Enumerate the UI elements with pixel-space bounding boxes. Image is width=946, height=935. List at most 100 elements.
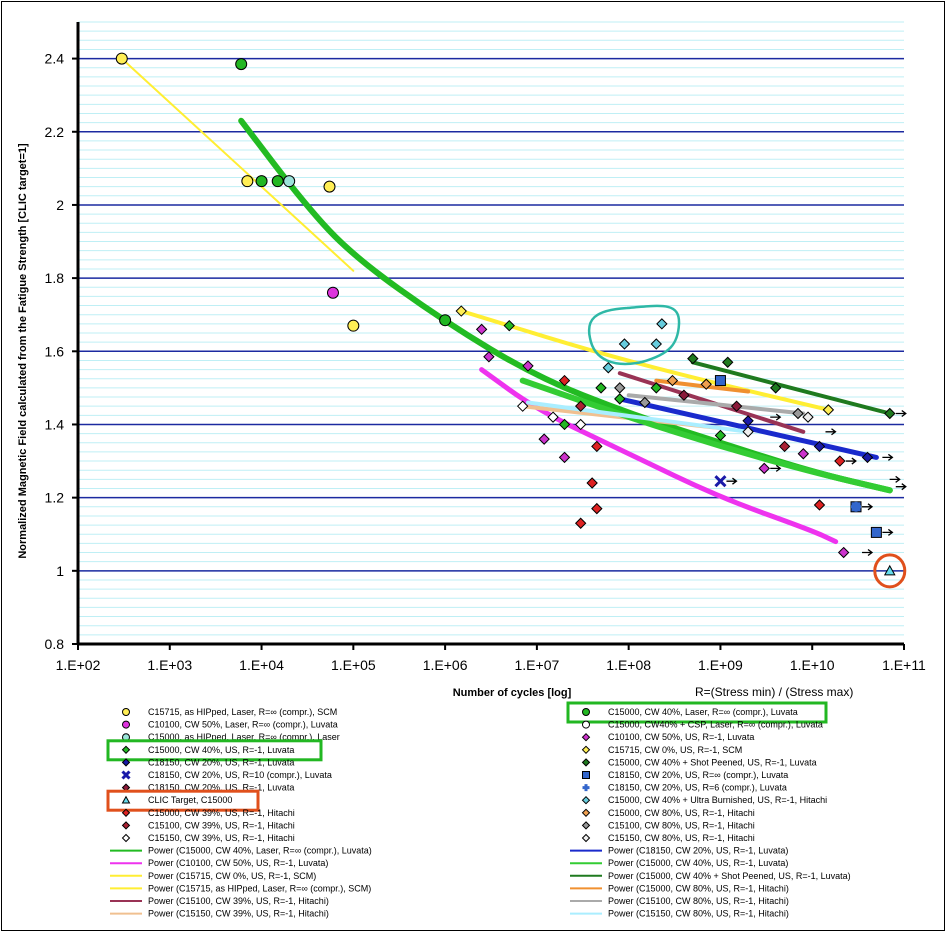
clic-target-circle	[873, 553, 907, 589]
legend-highlight-box	[106, 739, 323, 762]
data-point	[439, 314, 452, 327]
data-point	[797, 448, 810, 460]
legend-label: C15000, CW 39%, US, R=-1, Hitachi	[148, 808, 295, 818]
ultra-burnished-outline	[587, 304, 681, 366]
legend-swatch	[121, 770, 131, 780]
right-legend-entry: C15000, CW40% + CSP, Laser, R=∞ (compr.)…	[582, 720, 823, 730]
left-legend-entry: CLIC Target, C15000	[106, 789, 260, 812]
left-legend-entry: C15100, CW 39%, US, R=-1, Hitachi	[121, 820, 295, 830]
runout-arrow	[895, 483, 907, 491]
legend-label: Power (C15715, CW 0%, US, R=-1, SCM)	[148, 871, 316, 881]
fit-line	[459, 309, 831, 412]
data-point	[714, 475, 727, 488]
right-legend-entry: C15000, CW 40% + Shot Peened, US, R=-1, …	[581, 757, 817, 767]
runout-arrow	[889, 475, 901, 483]
data-point	[614, 382, 626, 394]
left-legend-entry: Power (C15000, CW 40%, Laser, R=∞ (compr…	[110, 846, 372, 856]
x-tick-label: 1.E+02	[56, 657, 101, 673]
data-point	[255, 175, 268, 188]
fit-line	[479, 367, 839, 545]
data-point	[778, 440, 791, 453]
data-point	[837, 546, 850, 559]
x-axis-label: Number of cycles [log]	[453, 687, 572, 699]
fit-line	[526, 400, 751, 434]
data-point	[591, 440, 603, 453]
legend-label: C15150, CW 80%, US, R=-1, Hitachi	[608, 833, 755, 843]
legend-swatch	[122, 720, 130, 729]
x-tick-label: 1.E+09	[698, 657, 743, 673]
y-tick-label: 2.4	[45, 51, 65, 67]
data-point	[323, 180, 336, 193]
left-legend-entry: Power (C15150, CW 39%, US, R=-1, Hitachi…	[110, 909, 329, 919]
data-point	[730, 400, 743, 412]
legend-swatch	[581, 833, 591, 843]
legend-swatch	[581, 821, 591, 830]
data-point	[802, 411, 814, 423]
right-legend-entry: C15715, CW 0%, US, R=-1, SCM	[581, 745, 742, 755]
fit-line	[690, 360, 892, 416]
right-legend-entry: Power (C15100, CW 80%, US, R=-1, Hitachi…	[570, 896, 789, 906]
data-point	[595, 382, 607, 394]
y-axis-label: Normalized Magnetic Field calculated fro…	[17, 143, 29, 559]
data-point	[347, 319, 360, 332]
runout-arrow	[825, 428, 837, 436]
runout-arrow	[726, 477, 738, 485]
data-point	[769, 382, 782, 394]
left-legend-entry: C15000, CW 40%, US, R=-1, Luvata	[106, 739, 323, 762]
legend-label: C10100, CW 50%, Laser, R=∞ (compr.), Luv…	[148, 720, 338, 730]
left-legend-entry: Power (C15100, CW 39%, US, R=-1, Hitachi…	[110, 896, 329, 906]
data-point	[650, 338, 663, 350]
legend-highlight-box	[566, 701, 828, 724]
runout-arrow	[770, 464, 782, 472]
legend-swatch	[121, 745, 131, 755]
legend-label: C18150, CW 20%, US, R=-1, Luvata	[148, 783, 294, 793]
data-point	[792, 407, 804, 420]
r-definition-note: R=(Stress min) / (Stress max)	[695, 685, 853, 699]
right-legend-entry: C15000, CW 80%, US, R=-1, Hitachi	[581, 808, 755, 818]
left-legend-entry: Power (C10100, CW 50%, US, R=-1, Luvata)	[110, 858, 328, 868]
data-point	[742, 426, 754, 438]
legend-swatch	[582, 784, 590, 792]
data-point	[475, 323, 488, 336]
data-point	[326, 286, 339, 299]
runout-arrow	[862, 503, 874, 511]
left-legend-entry: C15000, as HIPped, Laser, R=∞ (compr.), …	[122, 732, 340, 742]
data-point	[813, 440, 826, 453]
data-point	[586, 477, 598, 489]
right-legend-entry: C18150, CW 20%, US, R=∞ (compr.), Luvata	[582, 770, 788, 780]
left-legend-entry: C18150, CW 20%, US, R=10 (compr.), Luvat…	[121, 770, 332, 780]
legend-label: Power (C15150, CW 39%, US, R=-1, Hitachi…	[148, 909, 329, 919]
data-point	[687, 352, 699, 365]
fit-line	[626, 393, 806, 416]
data-point	[742, 415, 754, 427]
data-point	[516, 400, 529, 412]
data-point	[241, 175, 254, 188]
data-point	[656, 318, 668, 330]
legend-label: C15100, CW 80%, US, R=-1, Hitachi	[608, 820, 755, 830]
legend-label: C15715, as HIPped, Laser, R=∞ (compr.), …	[148, 707, 337, 717]
right-legend-entry: Power (C18150, CW 20%, US, R=-1, Luvata)	[570, 846, 788, 856]
data-point	[547, 411, 559, 423]
legend-label: Power (C10100, CW 50%, US, R=-1, Luvata)	[148, 858, 328, 868]
legend-label: Power (C15000, CW 40%, Laser, R=∞ (compr…	[148, 846, 372, 856]
x-tick-label: 1.E+04	[239, 657, 284, 673]
data-point	[813, 499, 826, 511]
data-point	[574, 400, 587, 412]
data-point	[591, 502, 603, 515]
data-point	[522, 360, 534, 372]
right-legend-entry: Power (C15150, CW 80%, US, R=-1, Hitachi…	[570, 909, 789, 919]
grid	[78, 21, 904, 645]
right-legend-entry: C15150, CW 80%, US, R=-1, Hitachi	[581, 833, 755, 843]
runout-arrow	[862, 549, 874, 557]
legend-swatch	[581, 745, 591, 755]
data-point	[115, 52, 128, 65]
legend-swatch	[121, 833, 131, 843]
data-point	[538, 433, 550, 445]
legend-swatch	[122, 708, 130, 716]
legend-label: C15000, CW 40% + Ultra Burnished, US, R=…	[608, 795, 827, 805]
data-point	[870, 526, 882, 538]
x-tick-label: 1.E+10	[790, 657, 835, 673]
left-legend-entry: C10100, CW 50%, Laser, R=∞ (compr.), Luv…	[122, 720, 338, 730]
